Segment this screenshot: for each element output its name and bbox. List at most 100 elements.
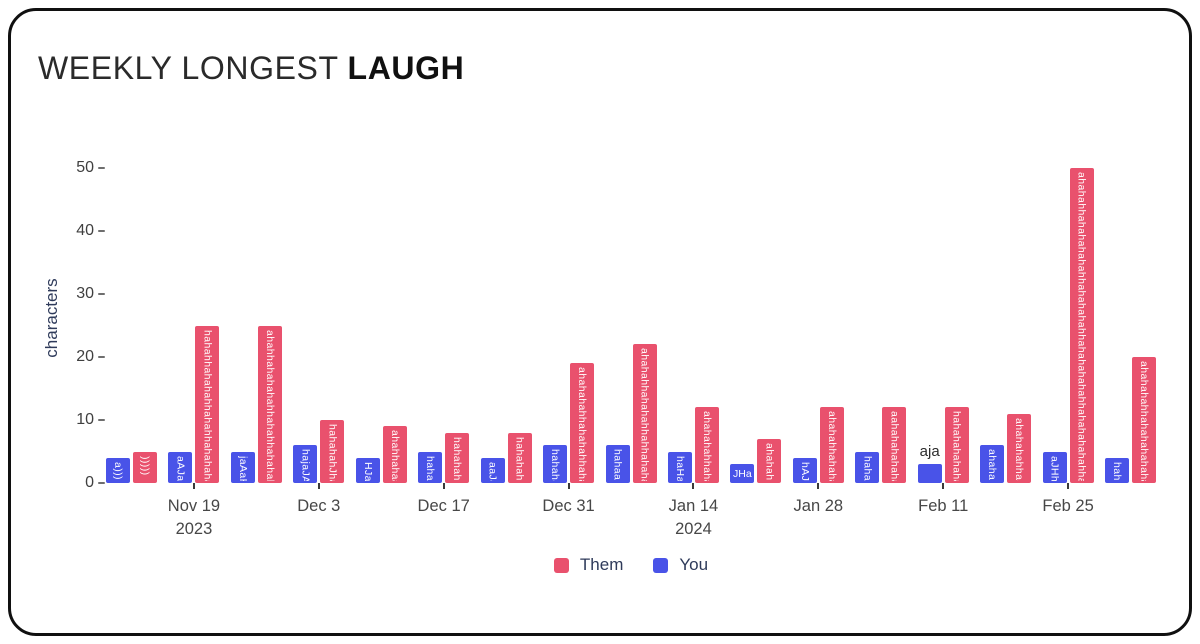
them-bar-label: hahahhahahahhahahhahahaha <box>201 329 214 482</box>
x-tick-mark <box>317 483 320 489</box>
bar-you[interactable]: haHaH <box>667 451 692 483</box>
you-bar-label: ahahah <box>986 449 999 481</box>
them-bar-label: ))))) <box>139 455 151 475</box>
y-tick-label: 40 <box>76 222 94 239</box>
bar-you[interactable]: a))) <box>106 457 130 483</box>
bar-you[interactable]: aaJa <box>480 457 505 483</box>
bar-group: a)))))))) <box>106 145 157 483</box>
legend-label-them: Them <box>579 555 624 574</box>
bar-them[interactable]: ahahahahhahahahahaha <box>1132 357 1156 483</box>
bar-you[interactable]: ahahah <box>980 445 1005 483</box>
you-bar-label: hahaha <box>549 449 562 481</box>
bar-group: aAJaa hahahhahahahhahahhahahaha Nov 19 2023 <box>168 145 220 538</box>
them-bar-label: ahahahahhaa <box>1013 417 1026 481</box>
x-tick-label: Jan 14 2024 <box>668 497 719 539</box>
them-bar-label: ahahaha <box>763 442 776 481</box>
plot-area: a)))))))) aAJaa hahahhahahahhahahhahahaha N… <box>106 145 1156 538</box>
you-bar-label: aaJa <box>486 461 499 481</box>
x-tick-label: Dec 3 <box>297 497 341 515</box>
bar-you[interactable]: haha <box>1105 457 1129 483</box>
y-tick-mark <box>98 482 105 484</box>
x-tick-label: Dec 31 <box>542 497 595 515</box>
x-tick-mark <box>817 483 820 489</box>
you-bar-label: haHaH <box>673 455 686 482</box>
them-bar-label: ahahhahaa <box>388 430 401 481</box>
bar-group: HJaA ahahhahaa <box>355 145 407 483</box>
x-tick-mark <box>692 483 695 489</box>
bar-them[interactable]: hahahaha <box>507 432 532 483</box>
legend-swatch-them <box>553 557 569 573</box>
bar-them[interactable]: ahahaha <box>757 438 782 483</box>
bar-you[interactable]: aJHha <box>1042 451 1067 483</box>
you-bar-label: aJHha <box>1048 455 1061 482</box>
them-bar-label: hahahahahaha <box>950 411 963 481</box>
legend-label-you: You <box>679 555 709 574</box>
bar-you[interactable]: hahaa <box>855 451 880 483</box>
you-bar-label: hahaa <box>861 455 874 482</box>
chart-title-light: WEEKLY LONGEST <box>38 50 348 86</box>
bar-you[interactable]: hahah <box>418 451 443 483</box>
them-bar-label: ahahahahhahahahhaha <box>576 367 589 481</box>
bar-you[interactable]: HJaA <box>355 457 380 483</box>
bar-them[interactable]: ahahahahhahahahhaha <box>570 363 595 483</box>
you-bar-label: aja <box>919 443 940 461</box>
y-tick-mark <box>98 356 105 358</box>
bar-them[interactable]: aahahahahaha <box>882 407 907 483</box>
bar-you[interactable]: hahaha <box>543 445 568 483</box>
bar-you[interactable] <box>917 464 942 483</box>
bar-group: ahahah ahahahahhaa <box>980 145 1032 483</box>
bar-them[interactable]: ))))) <box>133 451 157 483</box>
bar-them[interactable]: ahahahhahahahhahhahaha <box>632 344 657 483</box>
chart-title-bold: LAUGH <box>347 50 465 86</box>
y-tick-mark <box>98 167 105 169</box>
you-bar-label: jaAaH <box>236 455 249 482</box>
x-tick-label: Nov 19 2023 <box>167 497 221 539</box>
them-bar-label: ahahhahahahahhahahhahahah <box>263 329 276 482</box>
x-tick-label: Dec 17 <box>417 497 470 515</box>
x-tick-mark <box>567 483 570 489</box>
them-bar-label: hahahaha <box>451 436 464 481</box>
bar-you[interactable]: aAJaa <box>168 451 193 483</box>
legend-item-you[interactable]: You <box>653 555 708 575</box>
bar-them[interactable]: ahahahahhaa <box>1007 413 1032 483</box>
y-tick-label: 10 <box>76 411 94 428</box>
you-bar-label: hahaaH <box>611 449 624 481</box>
bar-them[interactable]: ahahahhahahahahahhahahahahhahahahahahhah… <box>1069 168 1094 483</box>
bar-them[interactable]: hahahahahaha <box>944 407 969 483</box>
bar-group: aja hahahahahaha Feb 11 <box>917 145 969 515</box>
legend: Them You <box>106 555 1156 575</box>
bar-them[interactable]: hahahaha <box>445 432 470 483</box>
chart-title: WEEKLY LONGEST LAUGH <box>38 50 464 87</box>
bar-you[interactable]: jaAaH <box>230 451 255 483</box>
bar-you[interactable]: hahaaH <box>605 445 630 483</box>
bar-you[interactable]: JHa <box>730 464 755 483</box>
bar-them[interactable]: ahahahhahaha <box>819 407 844 483</box>
bar-you[interactable]: hajaJA <box>293 445 318 483</box>
them-bar-label: ahahahhahahahahahhahahahahhahahahahahhah… <box>1075 172 1088 481</box>
x-tick-label: Feb 25 <box>1042 497 1094 515</box>
them-bar-label: hahahahJha <box>326 424 339 481</box>
bar-group: aaJa hahahaha <box>480 145 532 483</box>
them-bar-label: aahahahahaha <box>888 411 901 481</box>
bar-them[interactable]: hahahahJha <box>320 420 345 483</box>
you-bar-label: hahah <box>424 455 437 482</box>
bar-group: haha ahahahahhahahahahaha <box>1105 145 1156 483</box>
them-bar-label: ahahahahhaha <box>700 411 713 481</box>
legend-item-them[interactable]: Them <box>553 555 624 575</box>
bar-them[interactable]: ahahhahaa <box>382 426 407 483</box>
card-border <box>8 8 1192 636</box>
bar-you[interactable]: hAJJ <box>792 457 817 483</box>
bar-group: hahaha ahahahahhahahahhaha Dec 31 <box>542 145 595 515</box>
bar-group: hajaJA hahahahJha Dec 3 <box>293 145 345 515</box>
y-tick-label: 50 <box>76 159 94 176</box>
bar-group: hahah hahahaha Dec 17 <box>418 145 470 515</box>
bar-them[interactable]: hahahhahahahhahahhahahaha <box>195 325 220 483</box>
bar-them[interactable]: ahahahahhaha <box>694 407 719 483</box>
you-bar-label: hajaJA <box>299 449 312 481</box>
bar-group: JHa ahahaha <box>730 145 782 483</box>
you-bar-label: a))) <box>112 461 124 480</box>
bar-group: hahaa aahahahahaha <box>855 145 907 483</box>
bar-group: hahaaH ahahahhahahahhahhahaha <box>605 145 657 483</box>
bar-them[interactable]: ahahhahahahahhahahhahahah <box>257 325 282 483</box>
